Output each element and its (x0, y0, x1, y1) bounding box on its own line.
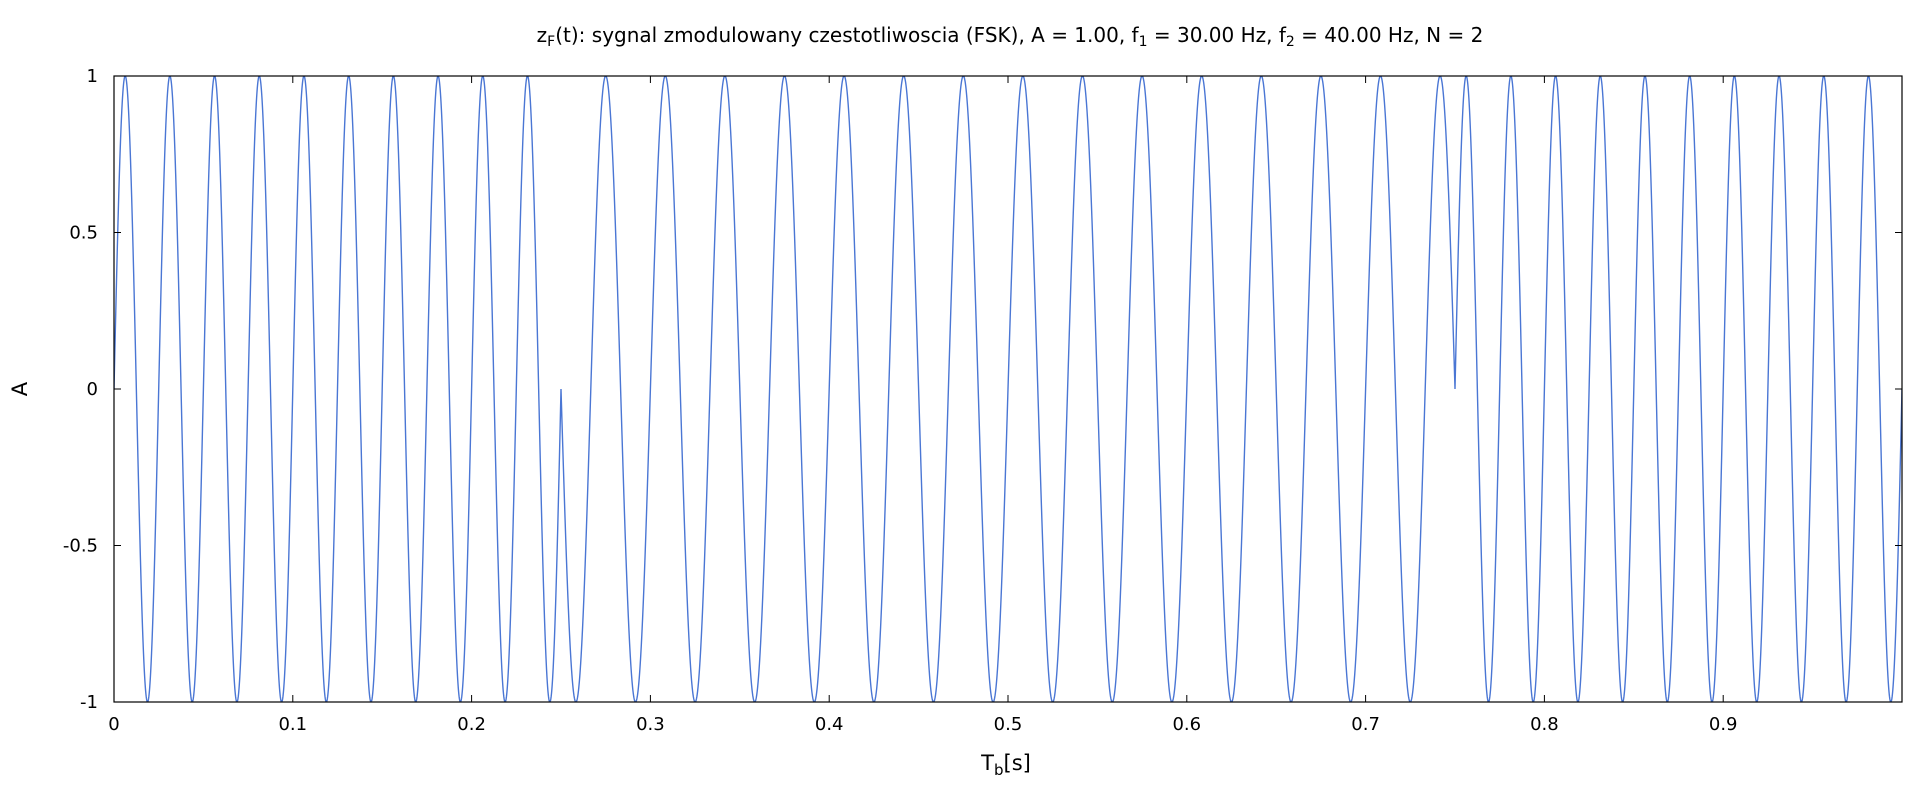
y-tick-label-1: 0.5 (69, 223, 98, 244)
x-tick-label-4: 0.4 (815, 714, 844, 735)
x-axis-label-rest: [s] (1004, 751, 1031, 775)
y-tick-label-4: -1 (80, 692, 98, 713)
series-layer (114, 76, 1902, 702)
title-base: z (537, 23, 548, 47)
x-tick-label-2: 0.2 (457, 714, 486, 735)
series-line-0 (114, 76, 1902, 702)
x-tick-label-8: 0.8 (1530, 714, 1559, 735)
x-axis-label-sub: b (994, 761, 1004, 779)
x-tick-label-7: 0.7 (1351, 714, 1380, 735)
title-part3: = 40.00 Hz, N = 2 (1295, 23, 1484, 47)
x-tick-label-6: 0.6 (1172, 714, 1201, 735)
x-tick-label-0: 0 (108, 714, 119, 735)
title-part2: = 30.00 Hz, f (1148, 23, 1287, 47)
title-f2-sub: 2 (1286, 34, 1295, 50)
title-f1-sub: 1 (1139, 34, 1148, 50)
x-tick-label-5: 0.5 (994, 714, 1023, 735)
x-tick-label-1: 0.1 (278, 714, 307, 735)
y-tick-label-0: 1 (87, 66, 98, 87)
y-axis-label: A (8, 381, 32, 396)
chart-title-text: zF(t): sygnal zmodulowany czestotliwosci… (537, 23, 1484, 50)
axis-ticks: 0 0.1 0.2 0.3 0.4 0.5 0.6 0.7 0.8 0.9 1 0.5 0 -0.5 -1 (63, 66, 1902, 735)
chart-title: zF(t): sygnal zmodulowany czestotliwosci… (537, 23, 1484, 50)
x-axis-label: Tb[s] (980, 751, 1031, 779)
y-tick-label-3: -0.5 (63, 536, 98, 557)
y-tick-label-2: 0 (87, 379, 98, 400)
title-base-sub: F (547, 34, 555, 50)
title-part1: (t): sygnal zmodulowany czestotliwoscia … (555, 23, 1139, 47)
x-tick-label-9: 0.9 (1709, 714, 1738, 735)
x-tick-label-3: 0.3 (636, 714, 665, 735)
x-axis-label-base: T (980, 751, 994, 775)
